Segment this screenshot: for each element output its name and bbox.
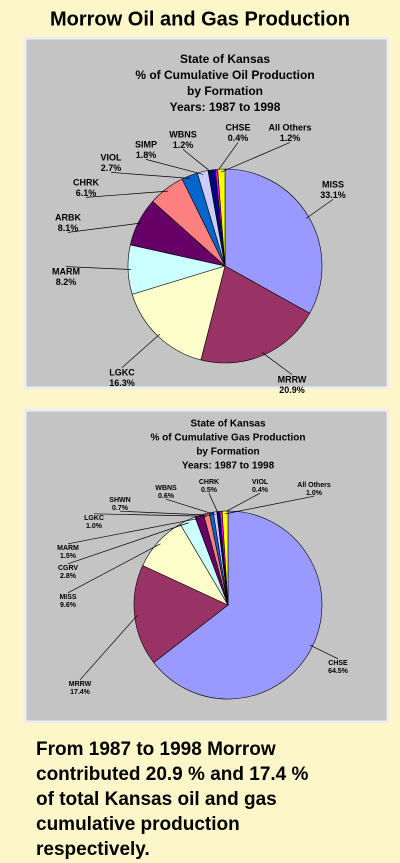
caption-line: respectively. bbox=[36, 839, 150, 860]
leader-line bbox=[221, 142, 291, 173]
slice-label: All Others bbox=[297, 482, 331, 489]
chart-title: by Formation bbox=[187, 84, 263, 98]
slice-value: 16.3% bbox=[109, 378, 135, 388]
slice-label: MISS bbox=[322, 179, 344, 189]
pie-slice bbox=[133, 565, 229, 664]
slice-value: 6.1% bbox=[76, 188, 97, 198]
slice-value: 8.1% bbox=[58, 223, 79, 233]
slice-label: CHRK bbox=[199, 479, 219, 486]
slice-label: All Others bbox=[268, 122, 311, 132]
leader-line bbox=[225, 495, 315, 515]
slice-label: CHRK bbox=[73, 177, 99, 187]
slice-label: MRRW bbox=[69, 681, 92, 688]
chart-title: % of Cumulative Oil Production bbox=[135, 68, 314, 82]
leader-line bbox=[85, 190, 169, 198]
slice-value: 0.5% bbox=[201, 487, 218, 494]
slice-value: 1.8% bbox=[136, 150, 157, 160]
leader-line bbox=[261, 352, 293, 375]
slice-label: WBNS bbox=[169, 129, 197, 139]
leader-line bbox=[208, 493, 219, 515]
slice-label: CHSE bbox=[225, 122, 250, 132]
chart-title: State of Kansas bbox=[190, 419, 265, 430]
slice-value: 2.7% bbox=[101, 163, 122, 173]
slice-label: VIOL bbox=[252, 479, 269, 486]
slice-label: SIMP bbox=[135, 139, 157, 149]
caption-line: cumulative production bbox=[36, 814, 240, 835]
caption-line: From 1987 to 1998 Morrow bbox=[36, 739, 276, 760]
slice-value: 0.7% bbox=[112, 505, 129, 512]
slice-value: 17.4% bbox=[70, 689, 91, 696]
pie-slice bbox=[221, 510, 229, 606]
slice-label: LGKC bbox=[84, 515, 104, 522]
slice-value: 1.2% bbox=[173, 140, 194, 150]
leader-line bbox=[119, 510, 212, 516]
leader-line bbox=[67, 222, 142, 233]
slice-value: 0.6% bbox=[158, 493, 175, 500]
caption-line: of total Kansas oil and gas bbox=[36, 789, 277, 810]
pie-slice bbox=[200, 265, 311, 364]
leader-line bbox=[182, 149, 213, 174]
slice-label: MRRW bbox=[278, 374, 307, 384]
slice-label: MISS bbox=[59, 594, 76, 601]
slice-value: 1.5% bbox=[60, 553, 77, 560]
leader-line bbox=[121, 333, 161, 368]
slice-value: 2.8% bbox=[60, 573, 77, 580]
leader-line bbox=[220, 492, 261, 515]
pie-slice bbox=[217, 168, 226, 267]
chart-title: % of Cumulative Gas Production bbox=[150, 433, 305, 444]
slice-label: CGRV bbox=[58, 565, 78, 572]
slice-label: SHWN bbox=[109, 497, 130, 504]
leader-line bbox=[93, 513, 208, 517]
slice-value: 64.5% bbox=[328, 668, 349, 675]
slice-label: MARM bbox=[57, 545, 79, 552]
leader-line bbox=[79, 615, 138, 681]
slice-value: 1.0% bbox=[306, 490, 323, 497]
leader-line bbox=[67, 517, 201, 545]
slice-label: MARM bbox=[52, 266, 80, 276]
leader-line bbox=[305, 199, 334, 219]
slice-value: 20.9% bbox=[279, 385, 305, 395]
slide-title: Morrow Oil and Gas Production bbox=[50, 8, 350, 30]
leader-line bbox=[65, 266, 131, 270]
slice-value: 9.6% bbox=[60, 602, 77, 609]
chart-title: State of Kansas bbox=[180, 52, 270, 66]
slice-value: 0.4% bbox=[228, 133, 249, 143]
leader-line bbox=[67, 543, 161, 594]
leader-line bbox=[67, 522, 189, 565]
slice-value: 8.2% bbox=[56, 277, 77, 287]
leader-line bbox=[110, 172, 191, 179]
slice-value: 1.2% bbox=[280, 133, 301, 143]
slice-label: LGKC bbox=[109, 367, 135, 377]
chart-title: Years: 1987 to 1998 bbox=[170, 100, 281, 114]
leader-line bbox=[309, 644, 339, 660]
leader-line bbox=[216, 142, 239, 173]
slice-label: WBNS bbox=[155, 485, 177, 492]
leader-line bbox=[145, 159, 204, 175]
slice-value: 0.4% bbox=[252, 487, 269, 494]
chart-title: Years: 1987 to 1998 bbox=[182, 461, 275, 472]
slice-label: VIOL bbox=[100, 152, 122, 162]
chart-title: by Formation bbox=[196, 447, 259, 458]
slice-value: 1.0% bbox=[86, 523, 103, 530]
leader-line bbox=[165, 498, 216, 516]
slice-value: 33.1% bbox=[320, 190, 346, 200]
caption-line: contributed 20.9 % and 17.4 % bbox=[36, 764, 309, 785]
slice-label: ARBK bbox=[55, 212, 81, 222]
slice-label: CHSE bbox=[328, 660, 348, 667]
